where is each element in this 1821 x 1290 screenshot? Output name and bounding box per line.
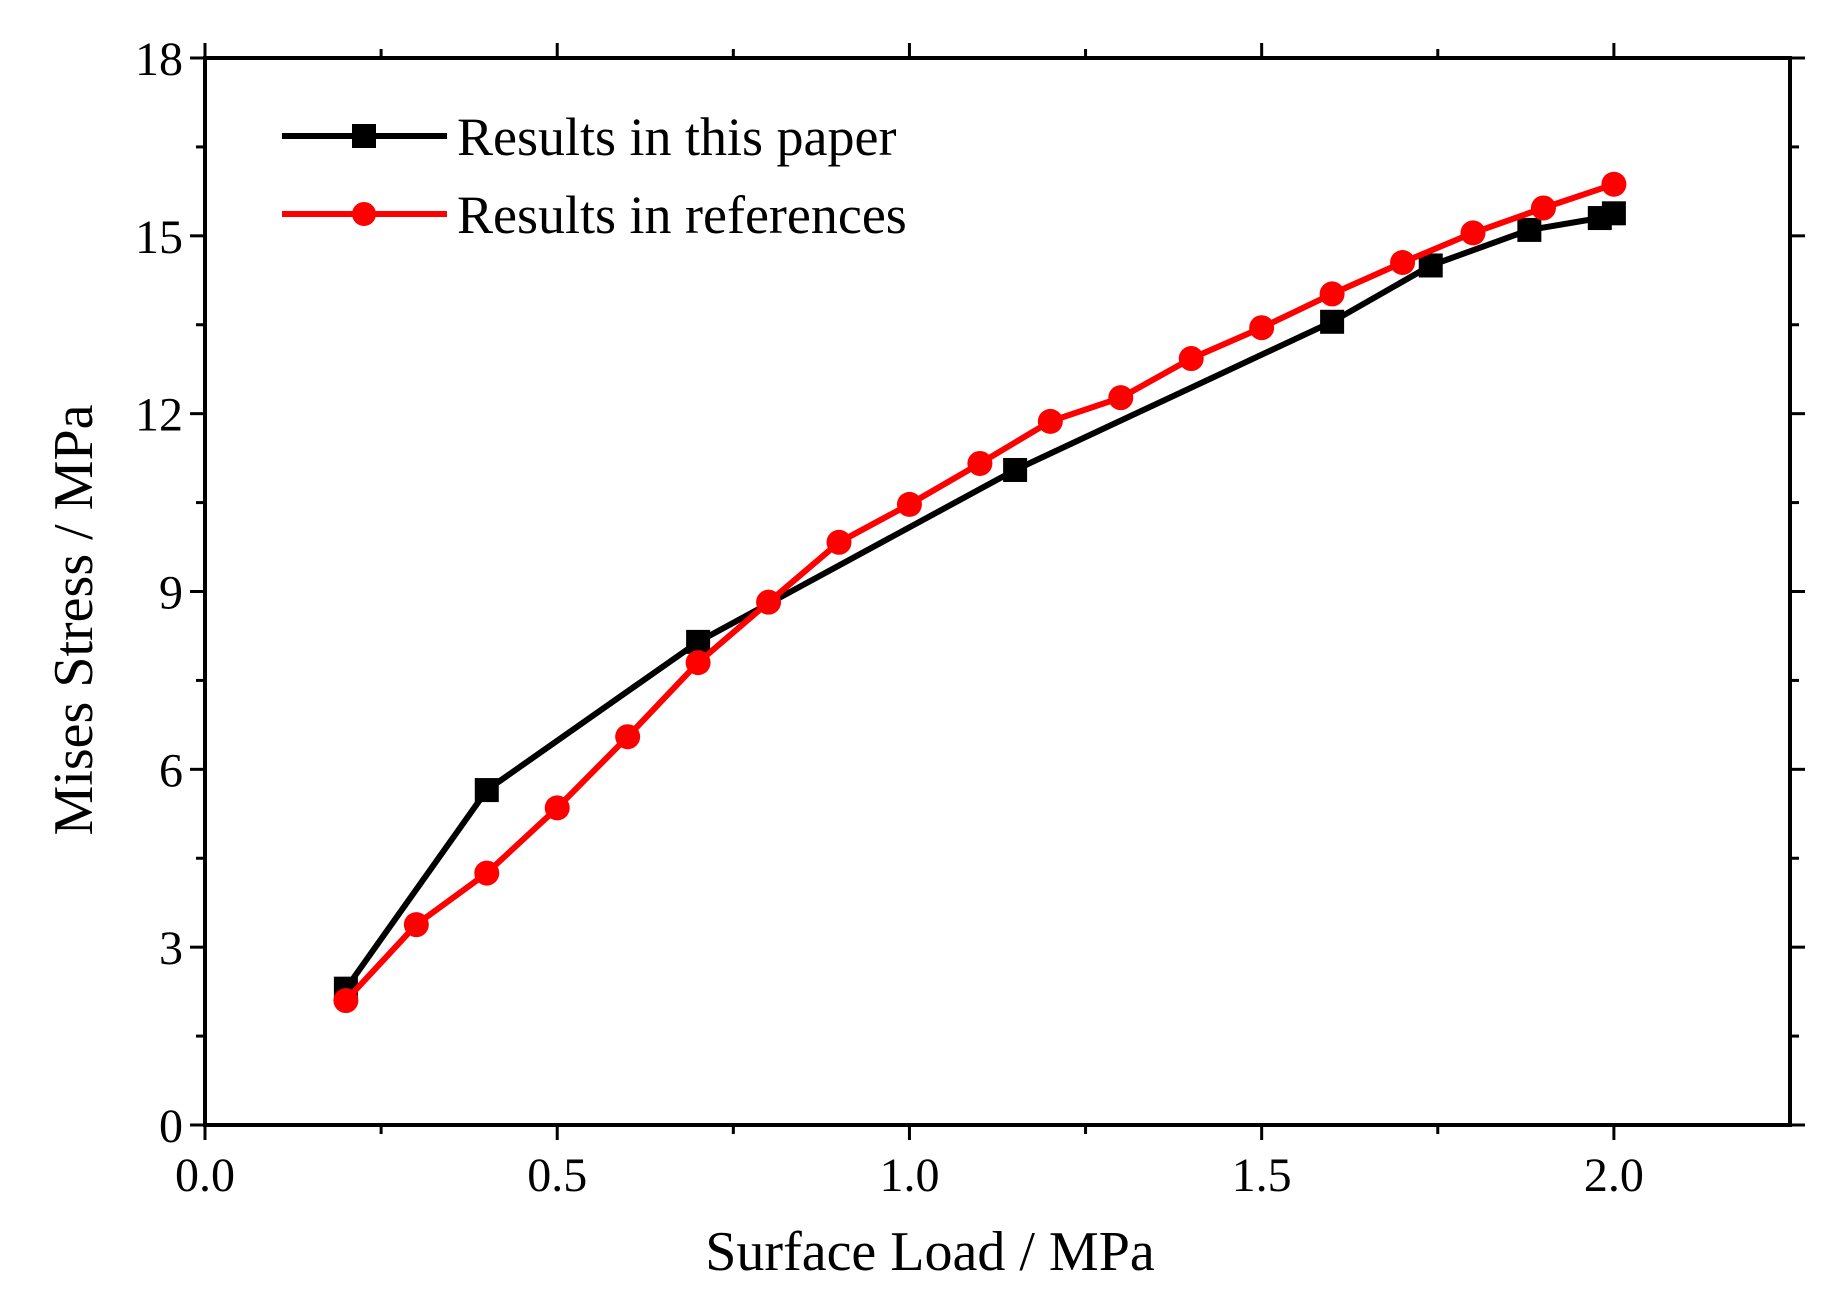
data-point-square	[1418, 253, 1443, 278]
x-tick-label: 0.0	[175, 1149, 235, 1202]
data-point-circle	[685, 650, 711, 676]
data-point-circle	[615, 724, 641, 750]
legend-label-this-paper: Results in this paper	[457, 107, 896, 167]
legend-marker-square	[352, 124, 376, 148]
tick-labels: 0.0 0.5 1.0 1.5 2.0 0 3 6 9 12 15 18	[135, 33, 1644, 1202]
y-tick-label: 15	[135, 211, 183, 264]
x-tick-label: 0.5	[527, 1149, 587, 1202]
legend-label-references: Results in references	[457, 185, 907, 245]
series-references	[333, 171, 1627, 1014]
data-point-square	[1517, 217, 1542, 242]
y-tick-label: 18	[135, 33, 183, 86]
legend: Results in this paper Results in referen…	[282, 107, 907, 245]
y-tick-label: 6	[159, 744, 183, 797]
data-point-circle	[1178, 346, 1204, 372]
data-point-circle	[896, 491, 922, 517]
data-point-circle	[1319, 281, 1345, 307]
y-tick-label: 12	[135, 389, 183, 442]
x-tick-label: 1.0	[879, 1149, 939, 1202]
x-axis-title: Surface Load / MPa	[705, 1221, 1155, 1283]
data-point-circle	[544, 795, 570, 821]
y-tick-label: 9	[159, 567, 183, 620]
y-tick-label: 3	[159, 922, 183, 975]
data-point-circle	[333, 988, 359, 1014]
data-point-circle	[403, 912, 429, 938]
series-line	[343, 181, 1615, 1003]
data-point-circle	[1108, 385, 1134, 411]
data-point-circle	[1249, 315, 1275, 341]
data-point-circle	[1390, 250, 1416, 276]
data-point-square	[1320, 309, 1345, 334]
series-line	[343, 210, 1615, 991]
data-point-circle	[756, 589, 782, 615]
y-axis-title: Mises Stress / MPa	[43, 404, 105, 835]
series-this-paper	[333, 201, 1626, 1001]
series-layer	[333, 171, 1627, 1014]
x-tick-label: 2.0	[1584, 1149, 1644, 1202]
data-point-square	[686, 629, 711, 654]
data-point-circle	[1530, 195, 1556, 221]
axis-ticks	[190, 43, 1805, 1140]
legend-marker-circle	[352, 202, 376, 226]
data-point-square	[1601, 201, 1626, 226]
data-point-circle	[474, 860, 500, 886]
plot-frame	[203, 56, 1792, 1127]
data-point-circle	[1037, 408, 1063, 434]
data-point-square	[474, 778, 499, 803]
y-tick-label: 0	[159, 1100, 183, 1153]
data-point-circle	[826, 529, 852, 555]
data-point-circle	[967, 450, 993, 476]
x-tick-label: 1.5	[1232, 1149, 1292, 1202]
data-point-circle	[1460, 220, 1486, 246]
data-point-circle	[1601, 171, 1627, 197]
data-point-square	[1003, 457, 1028, 482]
